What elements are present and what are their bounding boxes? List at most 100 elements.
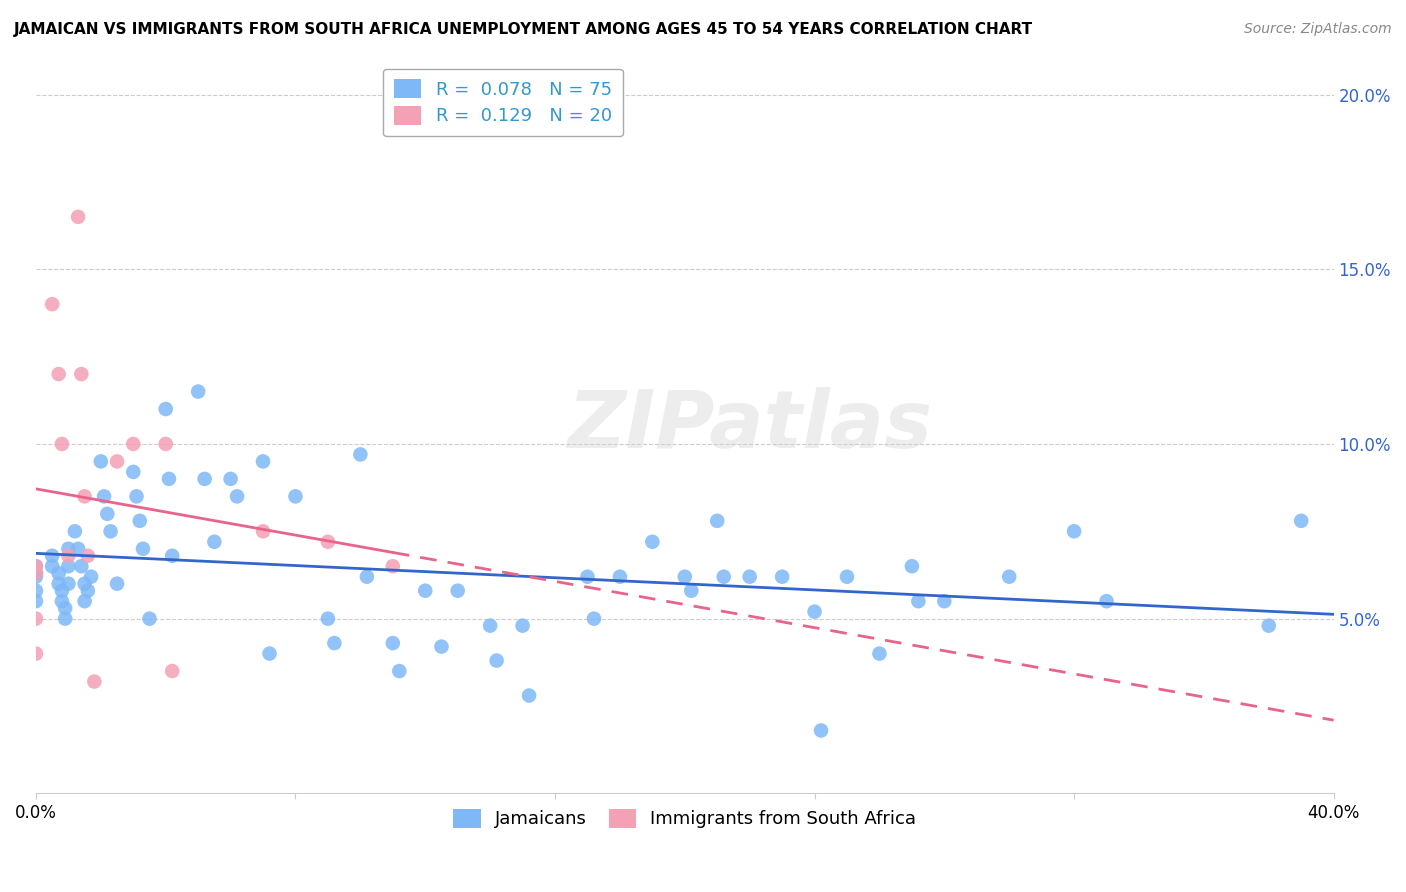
Point xyxy=(381,559,404,574)
Point xyxy=(803,605,825,619)
Point xyxy=(58,559,80,574)
Point xyxy=(194,472,217,486)
Point xyxy=(70,367,93,381)
Point xyxy=(157,472,180,486)
Point xyxy=(259,647,281,661)
Point xyxy=(25,594,48,608)
Point xyxy=(1289,514,1312,528)
Point xyxy=(122,465,145,479)
Point xyxy=(48,367,70,381)
Point xyxy=(96,507,118,521)
Point xyxy=(284,489,307,503)
Point xyxy=(835,570,858,584)
Point xyxy=(83,674,105,689)
Point xyxy=(447,583,470,598)
Text: JAMAICAN VS IMMIGRANTS FROM SOUTH AFRICA UNEMPLOYMENT AMONG AGES 45 TO 54 YEARS : JAMAICAN VS IMMIGRANTS FROM SOUTH AFRICA… xyxy=(14,22,1033,37)
Point xyxy=(51,594,73,608)
Point xyxy=(41,549,63,563)
Point xyxy=(517,689,540,703)
Point xyxy=(155,437,177,451)
Point xyxy=(25,583,48,598)
Point xyxy=(706,514,728,528)
Point xyxy=(673,570,696,584)
Point xyxy=(160,549,183,563)
Text: ZIPatlas: ZIPatlas xyxy=(567,387,932,466)
Point xyxy=(576,570,599,584)
Point xyxy=(252,524,274,539)
Point xyxy=(323,636,346,650)
Point xyxy=(122,437,145,451)
Point xyxy=(155,402,177,417)
Point xyxy=(160,664,183,678)
Point xyxy=(58,541,80,556)
Point xyxy=(770,570,793,584)
Point xyxy=(51,583,73,598)
Point xyxy=(128,514,150,528)
Point xyxy=(713,570,735,584)
Point xyxy=(25,559,48,574)
Point xyxy=(388,664,411,678)
Point xyxy=(485,654,508,668)
Point xyxy=(70,559,93,574)
Legend: Jamaicans, Immigrants from South Africa: Jamaicans, Immigrants from South Africa xyxy=(446,802,924,836)
Point xyxy=(67,541,90,556)
Point xyxy=(53,601,76,615)
Point xyxy=(58,549,80,563)
Point xyxy=(76,583,98,598)
Point xyxy=(41,559,63,574)
Point xyxy=(25,559,48,574)
Point xyxy=(641,534,664,549)
Point xyxy=(1063,524,1085,539)
Point xyxy=(41,297,63,311)
Point xyxy=(202,534,225,549)
Point xyxy=(430,640,453,654)
Point xyxy=(73,594,96,608)
Point xyxy=(25,647,48,661)
Point xyxy=(316,612,339,626)
Point xyxy=(998,570,1021,584)
Point xyxy=(609,570,631,584)
Point xyxy=(479,618,502,632)
Point xyxy=(25,612,48,626)
Point xyxy=(25,566,48,581)
Point xyxy=(76,549,98,563)
Point xyxy=(125,489,148,503)
Point xyxy=(90,454,112,468)
Point xyxy=(187,384,209,399)
Point xyxy=(413,583,436,598)
Point xyxy=(80,570,103,584)
Point xyxy=(219,472,242,486)
Point xyxy=(48,576,70,591)
Point xyxy=(810,723,832,738)
Point xyxy=(381,636,404,650)
Point xyxy=(132,541,155,556)
Point xyxy=(53,612,76,626)
Point xyxy=(25,570,48,584)
Point xyxy=(1257,618,1279,632)
Point xyxy=(73,489,96,503)
Point xyxy=(100,524,122,539)
Point xyxy=(681,583,703,598)
Point xyxy=(73,576,96,591)
Point xyxy=(105,576,128,591)
Point xyxy=(738,570,761,584)
Point xyxy=(48,566,70,581)
Point xyxy=(316,534,339,549)
Point xyxy=(512,618,534,632)
Point xyxy=(138,612,160,626)
Point xyxy=(907,594,929,608)
Point xyxy=(252,454,274,468)
Point xyxy=(1095,594,1118,608)
Point xyxy=(67,210,90,224)
Point xyxy=(934,594,956,608)
Point xyxy=(901,559,924,574)
Point xyxy=(93,489,115,503)
Text: Source: ZipAtlas.com: Source: ZipAtlas.com xyxy=(1244,22,1392,37)
Point xyxy=(868,647,890,661)
Point xyxy=(58,576,80,591)
Point xyxy=(63,524,86,539)
Point xyxy=(105,454,128,468)
Point xyxy=(226,489,249,503)
Point xyxy=(51,437,73,451)
Point xyxy=(582,612,605,626)
